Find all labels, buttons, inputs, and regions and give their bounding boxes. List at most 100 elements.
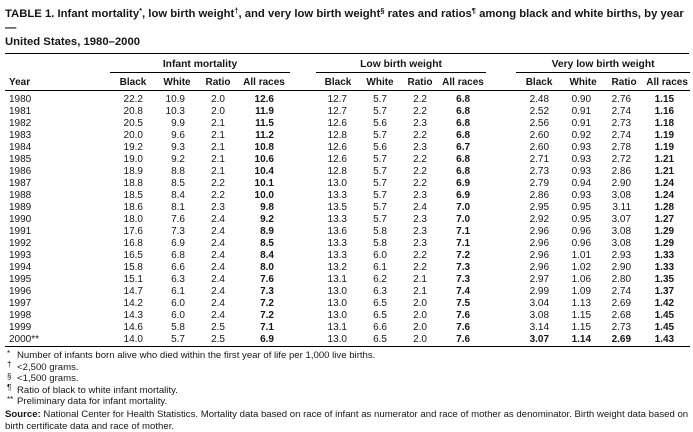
vlbw-white-cell: 0.91: [571, 118, 592, 129]
im-black-cell: 14.7: [123, 286, 143, 297]
footnote-text: <2,500 grams.: [17, 361, 79, 373]
title-text: among black and white births, by year —: [5, 8, 684, 34]
year-cell: 1982: [9, 118, 32, 129]
lbw-ratio-cell: 2.2: [413, 166, 427, 177]
im-allraces-cell: 8.9: [260, 226, 274, 237]
table-body: 1980 22.2 10.9 2.0 12.6 12.7 5.7 2.2 6.8…: [5, 91, 690, 347]
lbw-white-cell: 6.5: [373, 298, 387, 309]
im-white-cell: 6.1: [171, 286, 185, 297]
table-row: 1995 15.1 6.3 2.4 7.6 13.1 6.2 2.1 7.3 2…: [5, 274, 690, 286]
im-allraces-cell: 10.0: [254, 190, 274, 201]
im-black-cell: 19.0: [123, 154, 143, 165]
vlbw-allraces-cell: 1.33: [654, 262, 675, 273]
im-white-cell: 8.4: [171, 190, 185, 201]
lbw-black-cell: 12.6: [327, 142, 347, 153]
lbw-black-cell: 12.7: [327, 94, 347, 105]
im-ratio-cell: 2.1: [211, 118, 225, 129]
lbw-black-cell: 13.3: [327, 214, 347, 225]
im-black-cell: 14.0: [123, 334, 143, 345]
im-white-cell: 7.6: [171, 214, 185, 225]
im-white-cell: 6.9: [171, 238, 185, 249]
vlbw-white-cell: 0.91: [571, 106, 592, 117]
im-allraces-cell: 8.5: [260, 238, 274, 249]
vlbw-white-cell: 1.15: [571, 322, 592, 333]
lbw-ratio-cell: 2.0: [413, 322, 427, 333]
lbw-black-cell: 13.6: [327, 226, 347, 237]
vlbw-black-cell: 2.52: [529, 106, 550, 117]
vlbw-black-cell: 2.79: [529, 178, 550, 189]
table-row: 1998 14.3 6.0 2.4 7.2 13.0 6.5 2.0 7.6 3…: [5, 310, 690, 322]
lbw-ratio-cell: 2.4: [413, 202, 427, 213]
im-white-cell: 9.9: [171, 118, 185, 129]
year-cell: 1987: [9, 178, 32, 189]
lbw-ratio-cell: 2.2: [413, 130, 427, 141]
im-allraces-cell: 9.8: [260, 202, 274, 213]
year-cell: 1996: [9, 286, 32, 297]
vlbw-black-cell: 2.96: [529, 262, 550, 273]
im-allraces-cell: 7.6: [260, 274, 274, 285]
stats-table: Infant mortality Low birth weight Very l…: [5, 55, 691, 347]
footnote-marker: †: [7, 360, 12, 370]
year-cell: 1990: [9, 214, 32, 225]
lbw-allraces-cell: 7.0: [456, 202, 471, 213]
im-white-cell: 9.3: [171, 142, 185, 153]
year-column-spacer: [5, 55, 110, 73]
im-black-cell: 16.8: [123, 238, 143, 249]
lbw-allraces-cell: 6.8: [456, 106, 471, 117]
lbw-black-cell: 13.3: [327, 190, 347, 201]
im-ratio-header: Ratio: [198, 72, 238, 91]
vlbw-white-cell: 0.93: [571, 154, 592, 165]
im-black-cell: 20.0: [123, 130, 143, 141]
im-ratio-cell: 2.2: [211, 178, 225, 189]
table-row: 1993 16.5 6.8 2.4 8.4 13.3 6.0 2.2 7.2 2…: [5, 250, 690, 262]
lbw-white-header: White: [360, 72, 400, 91]
im-ratio-cell: 2.1: [211, 142, 225, 153]
year-cell: 1992: [9, 238, 32, 249]
lbw-black-cell: 12.8: [327, 166, 347, 177]
lbw-allraces-header: All races: [440, 72, 487, 91]
im-ratio-cell: 2.5: [211, 322, 225, 333]
footnote-marker: §: [7, 371, 12, 381]
im-black-cell: 14.2: [123, 298, 143, 309]
vlbw-allraces-cell: 1.21: [654, 166, 675, 177]
vlbw-ratio-cell: 2.73: [611, 118, 632, 129]
lbw-allraces-cell: 6.8: [456, 166, 471, 177]
im-black-cell: 17.6: [123, 226, 143, 237]
year-cell: 1989: [9, 202, 32, 213]
lbw-white-cell: 6.5: [373, 310, 387, 321]
lbw-black-cell: 12.8: [327, 130, 347, 141]
year-cell: 1986: [9, 166, 32, 177]
im-white-cell: 6.0: [171, 298, 185, 309]
lbw-allraces-cell: 6.8: [456, 130, 471, 141]
vlbw-white-cell: 0.93: [571, 142, 592, 153]
im-ratio-cell: 2.5: [211, 334, 225, 345]
vlbw-ratio-cell: 3.08: [611, 238, 632, 249]
lbw-ratio-cell: 2.3: [413, 238, 427, 249]
vlbw-allraces-cell: 1.45: [654, 310, 675, 321]
lbw-white-cell: 5.7: [373, 178, 387, 189]
table-row: 1990 18.0 7.6 2.4 9.2 13.3 5.7 2.3 7.0 2…: [5, 214, 690, 226]
footnote: § <1,500 grams.: [5, 371, 689, 385]
vlbw-ratio-cell: 2.74: [611, 106, 632, 117]
vlbw-allraces-cell: 1.43: [654, 334, 675, 345]
table-row: 1989 18.6 8.1 2.3 9.8 13.5 5.7 2.4 7.0 2…: [5, 202, 690, 214]
year-cell: 2000**: [9, 334, 40, 345]
vlbw-ratio-cell: 2.69: [611, 298, 632, 309]
year-cell: 1988: [9, 190, 32, 201]
source-label: Source:: [5, 408, 41, 420]
lbw-black-cell: 13.0: [327, 178, 347, 189]
vlbw-black-cell: 2.95: [529, 202, 550, 213]
vlbw-ratio-cell: 3.08: [611, 190, 632, 201]
im-allraces-cell: 10.4: [254, 166, 274, 177]
im-allraces-cell: 6.9: [260, 334, 274, 345]
im-ratio-cell: 2.4: [211, 274, 225, 285]
lbw-ratio-cell: 2.3: [413, 226, 427, 237]
lbw-allraces-cell: 7.6: [456, 310, 471, 321]
im-black-cell: 15.1: [123, 274, 143, 285]
im-white-cell: 10.3: [165, 106, 185, 117]
vlbw-ratio-cell: 2.69: [611, 334, 632, 345]
vlbw-black-cell: 2.56: [529, 118, 550, 129]
vlbw-ratio-cell: 2.73: [611, 322, 632, 333]
lbw-allraces-cell: 7.3: [456, 262, 471, 273]
im-black-cell: 18.6: [123, 202, 143, 213]
